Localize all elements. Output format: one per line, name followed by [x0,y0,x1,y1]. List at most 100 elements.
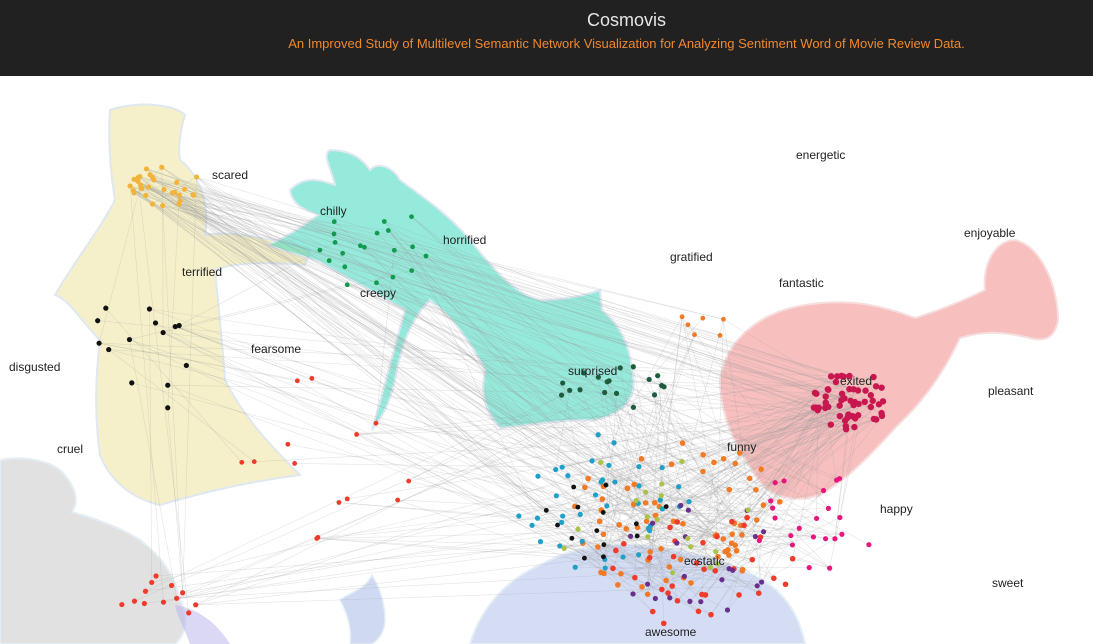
network-node[interactable] [685,535,691,542]
network-node[interactable] [847,397,854,404]
word-label-disgusted[interactable]: disgusted [9,360,60,374]
network-node[interactable] [251,459,257,465]
network-node[interactable] [174,179,180,185]
network-node[interactable] [647,549,654,555]
network-node[interactable] [659,464,665,471]
network-node[interactable] [186,610,192,616]
word-label-enjoyable[interactable]: enjoyable [964,226,1016,240]
network-node[interactable] [729,518,735,525]
network-node[interactable] [825,403,832,411]
network-node[interactable] [717,333,723,338]
network-node[interactable] [643,489,649,495]
network-node[interactable] [331,231,337,237]
network-node[interactable] [373,420,379,426]
network-node[interactable] [165,382,171,388]
network-node[interactable] [582,484,588,491]
network-node[interactable] [663,504,669,510]
network-node[interactable] [659,382,665,389]
network-node[interactable] [726,565,732,572]
network-node[interactable] [822,536,829,542]
network-node[interactable] [146,306,153,312]
word-label-gratified[interactable]: gratified [670,250,713,264]
network-node[interactable] [176,322,182,329]
network-node[interactable] [707,564,713,570]
network-node[interactable] [726,486,733,493]
network-node[interactable] [577,387,583,393]
network-node[interactable] [846,372,853,380]
network-node[interactable] [326,258,332,264]
network-node[interactable] [658,493,664,499]
network-node[interactable] [708,611,714,618]
network-node[interactable] [836,402,843,409]
network-node[interactable] [674,519,681,525]
network-node[interactable] [630,404,637,410]
word-label-awesome[interactable]: awesome [645,625,697,639]
network-node[interactable] [606,378,612,384]
network-node[interactable] [599,496,606,502]
network-node[interactable] [560,513,566,519]
network-node[interactable] [838,397,845,404]
network-node[interactable] [537,539,544,545]
network-node[interactable] [839,531,845,537]
network-node[interactable] [755,590,762,596]
network-node[interactable] [736,592,742,598]
network-node[interactable] [663,577,669,584]
network-node[interactable] [314,536,320,541]
network-node[interactable] [149,201,156,207]
network-node[interactable] [810,404,818,411]
network-node[interactable] [739,566,746,573]
network-node[interactable] [714,561,720,567]
network-node[interactable] [344,282,350,288]
network-node[interactable] [615,582,621,588]
network-node[interactable] [822,393,829,400]
network-node[interactable] [781,478,787,484]
network-node[interactable] [357,243,363,249]
network-node[interactable] [636,464,642,470]
word-label-fearsome[interactable]: fearsome [251,342,301,356]
network-node[interactable] [332,239,338,245]
network-node[interactable] [796,525,802,531]
network-node[interactable] [168,582,175,589]
network-node[interactable] [169,190,176,196]
network-node[interactable] [126,336,133,343]
network-node[interactable] [598,459,604,466]
network-node[interactable] [181,186,188,192]
network-node[interactable] [634,533,640,539]
word-label-cruel[interactable]: cruel [57,442,83,456]
network-node[interactable] [636,483,642,489]
network-node[interactable] [285,441,291,447]
network-node[interactable] [849,412,856,420]
network-node[interactable] [726,552,732,558]
network-node[interactable] [681,573,687,580]
network-node[interactable] [658,546,664,552]
network-node[interactable] [331,219,337,225]
network-node[interactable] [712,568,719,574]
network-node[interactable] [147,172,153,178]
network-node[interactable] [824,386,832,393]
network-node[interactable] [374,280,379,286]
network-node[interactable] [758,579,765,585]
network-node[interactable] [676,484,682,490]
network-node[interactable] [582,555,587,561]
network-node[interactable] [340,250,346,256]
network-node[interactable] [160,203,166,209]
network-node[interactable] [836,412,844,420]
network-node[interactable] [390,274,396,280]
network-node[interactable] [516,513,522,519]
word-label-terrified[interactable]: terrified [182,265,222,279]
network-node[interactable] [861,398,868,406]
network-node[interactable] [153,573,159,579]
network-node[interactable] [183,362,189,369]
network-node[interactable] [409,214,414,220]
word-label-funny[interactable]: funny [727,440,756,454]
network-node[interactable] [646,376,652,383]
network-node[interactable] [827,421,834,428]
network-node[interactable] [815,404,823,411]
network-node[interactable] [679,458,685,465]
word-label-chilly[interactable]: chilly [320,204,347,218]
network-node[interactable] [711,459,717,466]
network-node[interactable] [361,244,367,250]
network-node[interactable] [624,485,631,492]
network-node[interactable] [746,475,753,482]
network-node[interactable] [866,542,872,548]
